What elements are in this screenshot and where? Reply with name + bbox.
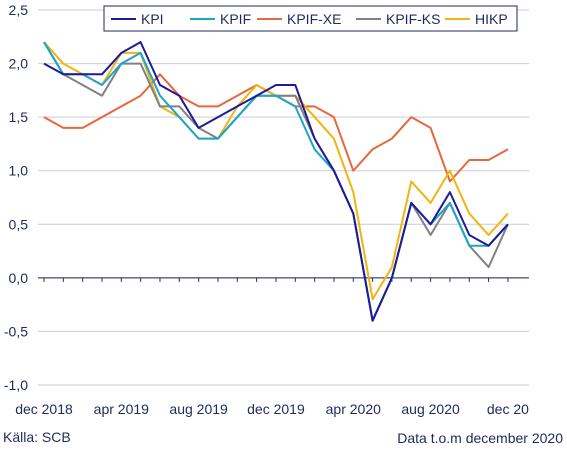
- y-tick-label: 2,5: [9, 2, 29, 18]
- legend-label: KPI: [141, 11, 164, 27]
- y-tick-label: 1,5: [9, 109, 29, 125]
- y-tick-label: 0,5: [9, 216, 29, 232]
- series-line-kpi: [43, 41, 509, 322]
- y-axis-tick-labels: -1,0 -0,5 0,0 0,5 1,0 1,5 2,0 2,5: [4, 2, 28, 393]
- x-axis-tick-labels: dec 2018 apr 2019 aug 2019 dec 2019 apr 2020…: [15, 401, 529, 417]
- x-tick-label: apr 2020: [326, 401, 381, 417]
- x-tick-label: aug 2020: [401, 401, 460, 417]
- source-note: Källa: SCB: [3, 429, 71, 445]
- legend-label: KPIF-KS: [386, 11, 440, 27]
- legend-label: HIKP: [475, 11, 508, 27]
- x-tick-label: aug 2019: [169, 401, 228, 417]
- y-tick-label: 0,0: [9, 270, 29, 286]
- series-line-kpif-xe: [43, 73, 509, 183]
- x-tick-label: apr 2019: [94, 401, 149, 417]
- legend-label: KPIF-XE: [287, 11, 341, 27]
- y-tick-label: -1,0: [4, 377, 28, 393]
- legend-label: KPIF: [220, 11, 251, 27]
- grid-lines: [38, 9, 529, 386]
- line-chart: -1,0 -0,5 0,0 0,5 1,0 1,5 2,0 2,5 dec 2018 apr 2…: [4, 2, 529, 417]
- y-tick-label: 1,0: [9, 163, 29, 179]
- data-period-note: Data t.o.m december 2020: [397, 430, 563, 446]
- x-tick-label: dec 2019: [247, 401, 305, 417]
- x-tick-label: dec 2018: [15, 401, 73, 417]
- x-axis: [38, 277, 529, 282]
- series-lines: [43, 41, 509, 322]
- x-tick-label: dec 20: [487, 401, 529, 417]
- y-tick-label: -0,5: [4, 323, 28, 339]
- y-tick-label: 2,0: [9, 56, 29, 72]
- legend: KPI KPIF KPIF-XE KPIF-KS HIKP: [103, 5, 518, 32]
